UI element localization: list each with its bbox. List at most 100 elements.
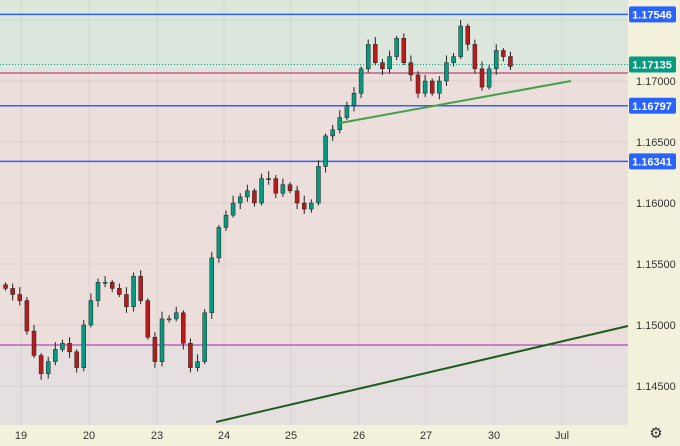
candle-body	[145, 300, 151, 338]
x-tick-label: 23	[151, 430, 163, 442]
candle-body	[3, 284, 8, 289]
candle-body	[351, 92, 357, 106]
candle-body	[74, 351, 79, 368]
level-price-badge: 1.17546	[632, 9, 672, 21]
candle-body	[24, 300, 30, 332]
candle-body	[124, 294, 129, 307]
candle-body	[237, 196, 243, 204]
candle-body	[38, 355, 44, 375]
candle-body	[401, 38, 407, 63]
candle-body	[437, 80, 442, 94]
candle-body	[181, 312, 186, 344]
zone-top	[0, 0, 628, 73]
candle-body	[287, 184, 293, 192]
candle-body	[373, 44, 378, 63]
candle-body	[209, 257, 215, 314]
candle-body	[173, 312, 179, 320]
price-axis-bg	[628, 0, 680, 446]
x-tick-label: 25	[285, 430, 297, 442]
zone-bottom	[0, 345, 628, 425]
candle-body	[252, 190, 257, 204]
candle-body	[493, 50, 499, 70]
candle-body	[95, 282, 101, 301]
candle-body	[159, 318, 165, 362]
candle-body	[501, 50, 506, 57]
gear-icon[interactable]: ⚙	[649, 425, 663, 442]
candle-body	[387, 56, 392, 70]
candle-body	[131, 275, 136, 307]
level-price-badge-bg	[629, 6, 676, 23]
level-price-badge-bg	[629, 97, 676, 114]
level-price-badge: 1.16341	[632, 156, 672, 168]
candle-body	[88, 300, 94, 326]
candle-body	[380, 62, 385, 70]
candle-body	[429, 80, 435, 94]
x-tick-label: 27	[420, 430, 432, 442]
trend-line-lower	[215, 325, 629, 423]
zone-middle	[0, 72, 628, 346]
y-tick-label: 1.15000	[636, 320, 676, 332]
candle-body	[508, 56, 513, 67]
candle-body	[309, 202, 314, 210]
candle-body	[294, 190, 300, 204]
candle-body	[465, 25, 471, 45]
time-axis-bg	[0, 425, 628, 446]
candle-body	[301, 202, 307, 210]
x-tick-label: 20	[83, 430, 95, 442]
trend-line-upper	[339, 80, 572, 124]
y-tick-label: 1.16000	[636, 198, 676, 210]
x-tick-label: 30	[488, 430, 500, 442]
y-tick-label: 1.17000	[636, 76, 676, 88]
candle-body	[358, 68, 364, 94]
x-tick-label: 24	[218, 430, 230, 442]
candle-body	[458, 25, 463, 57]
candle-body	[330, 129, 335, 137]
candle-body	[472, 44, 478, 70]
candle-body	[166, 318, 172, 321]
candle-body	[266, 178, 271, 180]
candle-body	[479, 68, 485, 88]
candle-body	[81, 324, 87, 368]
candle-body	[408, 62, 414, 76]
candle-body	[323, 135, 328, 167]
candle-body	[486, 68, 492, 88]
candle-body	[195, 361, 200, 368]
candle-body	[316, 166, 321, 204]
candle-body	[188, 343, 193, 368]
candle-body	[280, 184, 286, 194]
candle-body	[451, 56, 456, 63]
candle-body	[415, 74, 421, 94]
candle-body	[259, 178, 264, 204]
candle-body	[31, 330, 37, 356]
x-tick-label: 19	[15, 430, 27, 442]
current-price-badge-bg	[629, 56, 676, 73]
candle-body	[223, 214, 229, 228]
candle-body	[152, 336, 158, 362]
candle-body	[245, 190, 250, 198]
candle-body	[422, 80, 428, 94]
y-tick-label: 1.15500	[636, 259, 676, 271]
y-tick-label: 1.16500	[636, 137, 676, 149]
candle-body	[60, 343, 65, 350]
candle-body	[444, 62, 449, 82]
candle-body	[45, 361, 51, 375]
level-price-badge: 1.16797	[632, 101, 672, 113]
x-tick-label: Jul	[555, 430, 569, 442]
candle-body	[202, 312, 207, 362]
current-price-badge: 1.17135	[632, 60, 672, 72]
x-tick-label: 26	[353, 430, 365, 442]
candle-body	[138, 275, 143, 301]
level-price-badge-bg	[629, 153, 676, 170]
candle-body	[273, 178, 279, 194]
candle-body	[102, 282, 108, 284]
y-tick-label: 1.14500	[636, 381, 676, 393]
candle-body	[365, 44, 371, 70]
candle-body	[394, 38, 399, 57]
candle-body	[216, 227, 222, 259]
candle-body	[17, 294, 23, 301]
candle-body	[67, 343, 72, 353]
candle-body	[344, 105, 350, 118]
candle-body	[337, 117, 343, 131]
